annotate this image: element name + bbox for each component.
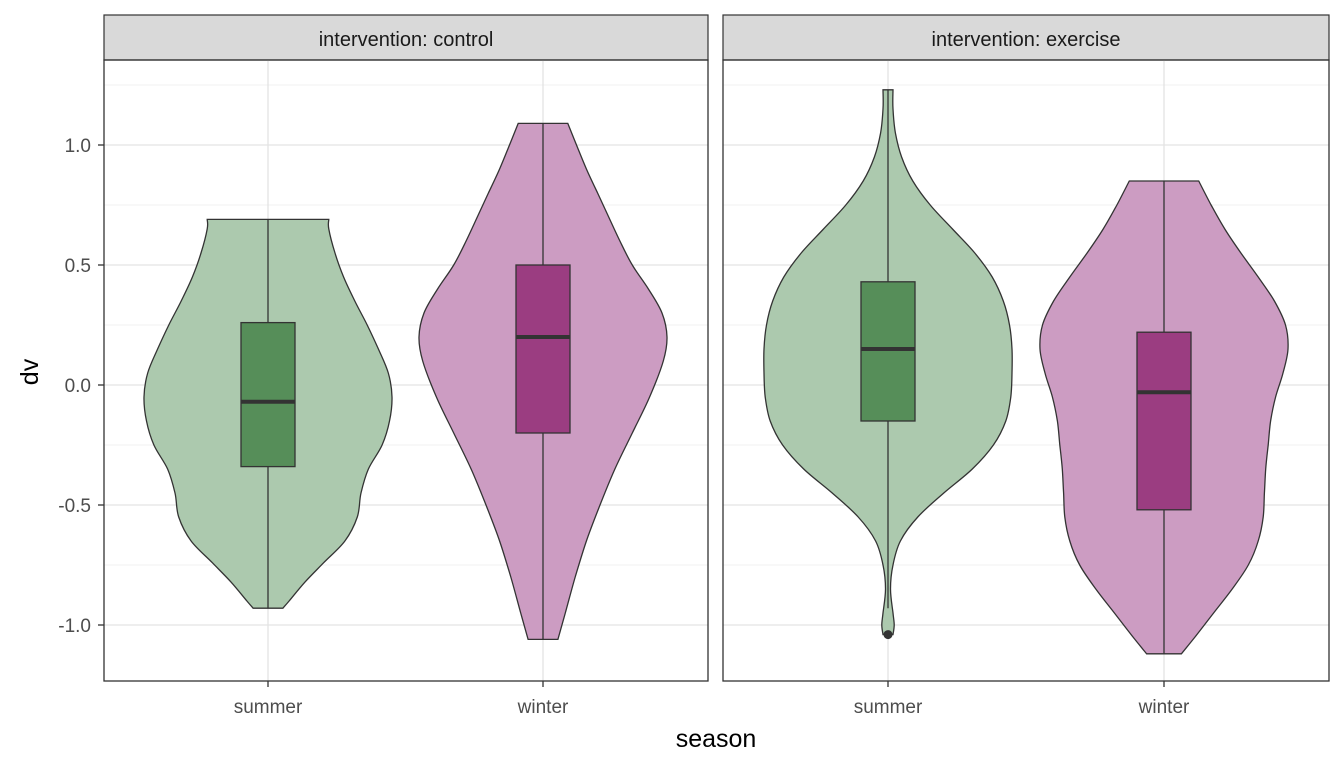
panel-control-marks	[143, 122, 668, 641]
x-tick-label: summer	[854, 697, 923, 718]
y-tick-label: 1.0	[65, 136, 91, 157]
box-winter	[515, 264, 571, 434]
strip-label-exercise: intervention: exercise	[932, 29, 1121, 51]
panel-exercise-border	[722, 59, 1330, 682]
panel-control: intervention: control	[103, 14, 709, 682]
y-tick-label: -1.0	[58, 616, 91, 637]
y-axis: 1.0 0.5 0.0 -0.5 -1.0	[58, 136, 104, 637]
box-winter	[1136, 331, 1192, 511]
x-tick-label: winter	[517, 697, 569, 718]
y-tick-label: -0.5	[58, 496, 91, 517]
x-axis-title: season	[676, 725, 757, 753]
x-tick-label: summer	[234, 697, 303, 718]
strip-control	[103, 14, 709, 61]
y-tick-label: 0.5	[65, 256, 91, 277]
x-tick-label: winter	[1138, 697, 1190, 718]
strip-label-control: intervention: control	[319, 29, 494, 51]
box-summer	[240, 321, 296, 468]
panel-control-border	[103, 59, 709, 682]
y-tick-label: 0.0	[65, 376, 91, 397]
y-axis-title: dv	[16, 358, 44, 385]
box-summer	[860, 281, 916, 422]
outlier-point	[883, 630, 893, 640]
x-axis: summer winter summer winter	[234, 681, 1190, 718]
panel-exercise-marks	[763, 89, 1289, 655]
panel-exercise: intervention: exercise	[722, 14, 1330, 682]
